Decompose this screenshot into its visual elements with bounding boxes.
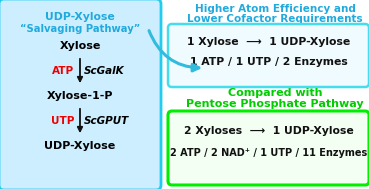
Text: ScGalK: ScGalK <box>84 66 125 76</box>
Text: 2 ATP / 2 NAD⁺ / 1 UTP / 11 Enzymes: 2 ATP / 2 NAD⁺ / 1 UTP / 11 Enzymes <box>170 148 367 158</box>
FancyBboxPatch shape <box>168 24 369 87</box>
Text: “Salvaging Pathway”: “Salvaging Pathway” <box>20 24 140 34</box>
Text: 1 ATP / 1 UTP / 2 Enzymes: 1 ATP / 1 UTP / 2 Enzymes <box>190 57 347 67</box>
Text: Compared with: Compared with <box>228 88 322 98</box>
Text: Xylose: Xylose <box>59 41 101 51</box>
Text: UDP-Xylose: UDP-Xylose <box>44 141 115 151</box>
Text: UDP-Xylose: UDP-Xylose <box>45 12 115 22</box>
Text: Lower Cofactor Requirements: Lower Cofactor Requirements <box>187 14 363 24</box>
Text: UTP: UTP <box>51 116 74 126</box>
Text: ATP: ATP <box>52 66 74 76</box>
Text: ScGPUT: ScGPUT <box>84 116 129 126</box>
FancyBboxPatch shape <box>0 0 161 189</box>
Text: 1 Xylose  ⟶  1 UDP-Xylose: 1 Xylose ⟶ 1 UDP-Xylose <box>187 37 350 47</box>
Text: 2 Xyloses  ⟶  1 UDP-Xylose: 2 Xyloses ⟶ 1 UDP-Xylose <box>184 126 354 136</box>
Text: Xylose-1-P: Xylose-1-P <box>47 91 113 101</box>
FancyBboxPatch shape <box>168 111 369 185</box>
Text: Pentose Phosphate Pathway: Pentose Phosphate Pathway <box>186 99 364 109</box>
Text: Higher Atom Efficiency and: Higher Atom Efficiency and <box>194 4 355 14</box>
